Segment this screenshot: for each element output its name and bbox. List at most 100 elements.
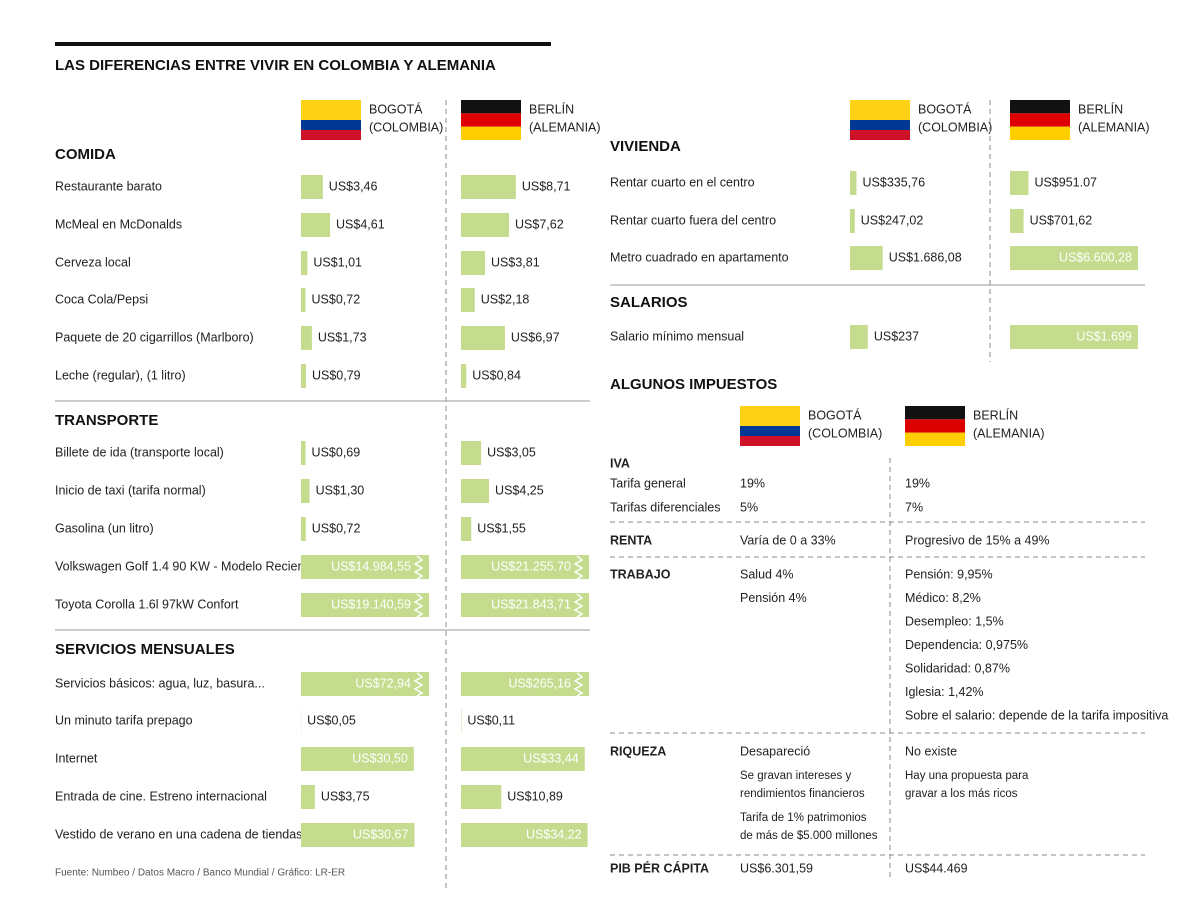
- tax-value: Iglesia: 1,42%: [905, 685, 984, 699]
- bar: [301, 288, 306, 312]
- tax-value: 19%: [905, 476, 930, 490]
- bar: [1010, 246, 1139, 270]
- row-label: Toyota Corolla 1.6l 97kW Confort: [55, 597, 239, 611]
- bar: [301, 823, 415, 847]
- bar-label: US$0,05: [307, 713, 356, 727]
- bar: [301, 747, 414, 771]
- city-country: (COLOMBIA): [369, 120, 443, 134]
- bar-label: US$237: [874, 329, 919, 343]
- tax-value: Dependencia: 0,975%: [905, 638, 1028, 652]
- city-name: BOGOTÁ: [918, 101, 972, 116]
- tax-value: Salud 4%: [740, 567, 794, 581]
- flag-stripe: [461, 100, 521, 114]
- title-rule: [55, 42, 551, 46]
- bar: [301, 175, 323, 199]
- bar: [461, 326, 505, 350]
- flag-stripe: [461, 126, 521, 140]
- tax-label: IVA: [610, 456, 630, 470]
- city-name: BOGOTÁ: [369, 101, 423, 116]
- bar: [461, 175, 516, 199]
- bar: [461, 364, 467, 388]
- bar-label: US$3,46: [329, 179, 378, 193]
- flag-stripe: [850, 120, 910, 130]
- bar: [850, 171, 857, 195]
- bar-label: US$72,94: [355, 676, 411, 690]
- section-title: VIVIENDA: [610, 138, 681, 155]
- bar-label: US$0,84: [472, 368, 521, 382]
- bar: [301, 672, 429, 696]
- bar-label: US$265,16: [508, 676, 571, 690]
- tax-value: 19%: [740, 476, 765, 490]
- tax-value: 5%: [740, 500, 758, 514]
- bar: [461, 747, 585, 771]
- section-title: SALARIOS: [610, 294, 688, 311]
- break-mark: [413, 555, 424, 580]
- bar: [1010, 209, 1024, 233]
- bar: [301, 364, 306, 388]
- bar-label: US$4,25: [495, 483, 544, 497]
- bar-label: US$1,73: [318, 330, 367, 344]
- bar: [461, 823, 588, 847]
- city-country: (COLOMBIA): [808, 426, 882, 440]
- section-title: SERVICIOS MENSUALES: [55, 641, 235, 658]
- bar-label: US$0,79: [312, 368, 361, 382]
- break-mark: [413, 672, 424, 697]
- bar-label: US$0,72: [312, 521, 361, 535]
- tax-label: RIQUEZA: [610, 744, 666, 758]
- bar-label: US$247,02: [861, 213, 924, 227]
- bar-label: US$0,11: [467, 713, 515, 727]
- city-country: (ALEMANIA): [973, 426, 1045, 440]
- break-mark: [413, 593, 424, 618]
- row-label: Gasolina (un litro): [55, 521, 154, 535]
- bar-label: US$34,22: [526, 827, 582, 841]
- bar-label: US$33,44: [523, 751, 579, 765]
- bar-label: US$6,97: [511, 330, 560, 344]
- bar: [461, 213, 510, 237]
- bar: [301, 593, 429, 617]
- bar: [1010, 325, 1138, 349]
- row-label: Entrada de cine. Estreno internacional: [55, 789, 267, 803]
- row-label: Coca Cola/Pepsi: [55, 292, 148, 306]
- flag-stripe: [740, 406, 800, 426]
- tax-value: Desempleo: 1,5%: [905, 614, 1004, 628]
- section-title: ALGUNOS IMPUESTOS: [610, 376, 777, 393]
- bar: [850, 246, 883, 270]
- bar-label: US$6.600,28: [1059, 250, 1132, 264]
- bar: [461, 555, 589, 579]
- row-label: Rentar cuarto fuera del centro: [610, 213, 776, 227]
- break-mark: [573, 555, 584, 580]
- tax-label: RENTA: [610, 533, 652, 547]
- bar: [461, 785, 502, 809]
- tax-value: Desapareció: [740, 744, 810, 758]
- tax-value: Pensión 4%: [740, 591, 807, 605]
- row-label: McMeal en McDonalds: [55, 217, 182, 231]
- tax-value: US$6.301,59: [740, 861, 813, 875]
- tax-value: Pensión: 9,95%: [905, 567, 993, 581]
- row-label: Un minuto tarifa prepago: [55, 713, 193, 727]
- row-label: Rentar cuarto en el centro: [610, 175, 755, 189]
- break-mark: [573, 593, 584, 618]
- city-name: BERLÍN: [529, 101, 574, 116]
- row-label: Internet: [55, 751, 98, 765]
- city-country: (ALEMANIA): [1078, 120, 1150, 134]
- tax-value: Progresivo de 15% a 49%: [905, 533, 1050, 547]
- bar-label: US$4,61: [336, 217, 385, 231]
- tax-value: Se gravan intereses y: [740, 770, 851, 782]
- bar: [461, 441, 482, 465]
- tax-value: No existe: [905, 744, 957, 758]
- bar: [461, 672, 589, 696]
- flag-stripe: [905, 406, 965, 420]
- bar: [850, 209, 855, 233]
- bar: [850, 325, 868, 349]
- tax-value: de más de $5.000 millones: [740, 830, 878, 842]
- city-country: (COLOMBIA): [918, 120, 992, 134]
- break-mark: [573, 672, 584, 697]
- row-label: Leche (regular), (1 litro): [55, 368, 186, 382]
- bar: [461, 593, 589, 617]
- bar-label: US$1.699: [1076, 329, 1132, 343]
- bar-label: US$19.140,59: [331, 597, 411, 611]
- row-label: Metro cuadrado en apartamento: [610, 250, 789, 264]
- bar: [301, 441, 306, 465]
- bar: [301, 555, 429, 579]
- city-name: BERLÍN: [1078, 101, 1123, 116]
